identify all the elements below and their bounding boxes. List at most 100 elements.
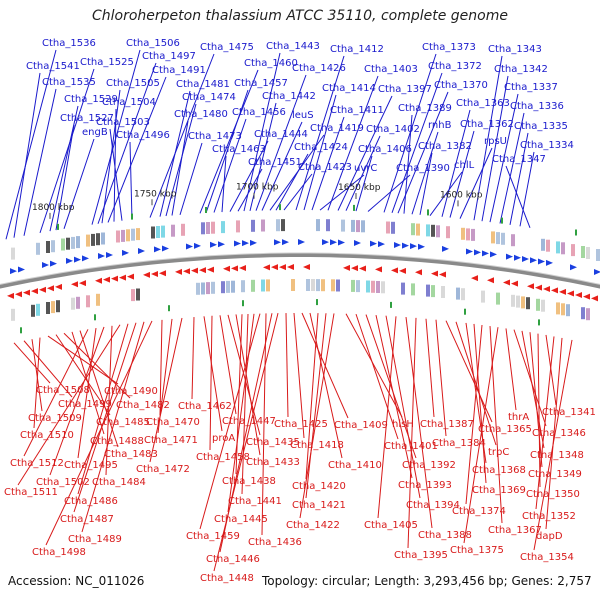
- forward-gene-arrow-2: [42, 262, 49, 269]
- forward-leader-line-23: [229, 140, 269, 212]
- reverse-gene-arrow-25: [263, 264, 270, 271]
- forward-gene-label-ctha-1473: Ctha_1473: [188, 131, 242, 142]
- reverse-cog-block-24: [306, 279, 310, 291]
- reverse-gene-arrow-0: [7, 292, 14, 299]
- reverse-gene-arrow-38: [439, 271, 446, 278]
- forward-gene-label-ctha-1373: Ctha_1373: [422, 42, 476, 53]
- rna-mark-13: [501, 217, 503, 224]
- forward-gene-arrow-31: [410, 243, 417, 250]
- forward-cog-block-11: [101, 232, 105, 245]
- forward-gene-arrow-43: [546, 259, 553, 266]
- forward-gene-label-ctha-1426: Ctha_1426: [292, 63, 346, 74]
- forward-leader-line-13: [129, 141, 133, 220]
- reverse-gene-label-ctha-1502: Ctha_1502: [36, 477, 90, 488]
- reverse-gene-label-ctha-1410: Ctha_1410: [328, 460, 382, 471]
- reverse-gene-arrow-37: [431, 270, 438, 277]
- forward-cog-block-35: [356, 220, 360, 233]
- forward-leader-line-18: [179, 142, 203, 215]
- forward-cog-block-39: [411, 223, 415, 236]
- forward-cog-block-36: [361, 220, 365, 233]
- reverse-leader-line-16: [81, 321, 145, 533]
- reverse-gene-label-ctha-1438: Ctha_1438: [222, 476, 276, 487]
- reverse-gene-arrow-46: [551, 287, 558, 294]
- genome-info-text: Topology: circular; Length: 3,293,456 bp…: [262, 574, 592, 588]
- reverse-gene-label-ctha-1384: Ctha_1384: [432, 438, 486, 449]
- reverse-leader-line-42: [355, 313, 399, 440]
- forward-cog-block-22: [201, 222, 205, 235]
- reverse-leader-line-54: [473, 323, 487, 484]
- reverse-gene-label-ctha-1401: Ctha_1401: [384, 441, 438, 452]
- reverse-gene-label-ctha-1365: Ctha_1365: [478, 424, 532, 435]
- reverse-cog-block-43: [481, 290, 485, 303]
- forward-gene-arrow-37: [490, 251, 497, 258]
- forward-gene-label-ctha-1334: Ctha_1334: [520, 140, 574, 151]
- reverse-gene-label-ctha-1446: Ctha_1446: [206, 554, 260, 565]
- forward-leader-line-34: [311, 116, 345, 211]
- reverse-leader-line-2: [31, 339, 43, 412]
- forward-gene-label-ctha-1535: Ctha_1535: [42, 77, 96, 88]
- forward-leader-line-41: [383, 53, 437, 213]
- forward-leader-line-14: [149, 53, 215, 218]
- reverse-gene-arrow-34: [391, 267, 398, 274]
- reverse-gene-arrow-10: [103, 276, 110, 283]
- forward-leader-line-38: [345, 135, 381, 211]
- accession-text: Accession: NC_011026: [8, 574, 145, 588]
- reverse-cog-block-12: [196, 282, 200, 295]
- forward-gene-arrow-9: [122, 249, 129, 256]
- forward-cog-block-49: [496, 232, 500, 245]
- reverse-gene-arrow-9: [95, 277, 102, 284]
- reverse-gene-label-ctha-1458: Ctha_1458: [196, 452, 250, 463]
- reverse-cog-block-34: [376, 281, 380, 293]
- forward-gene-label-ctha-1457: Ctha_1457: [234, 78, 288, 89]
- forward-gene-arrow-26: [354, 240, 361, 247]
- forward-leader-line-57: [505, 165, 531, 229]
- reverse-leader-line-47: [405, 316, 433, 529]
- reverse-cog-block-19: [241, 280, 245, 293]
- reverse-gene-label-ctha-1354: Ctha_1354: [520, 552, 574, 563]
- reverse-leader-line-13: [17, 324, 121, 486]
- reverse-leader-line-50: [435, 319, 447, 437]
- forward-gene-label-ctha-1506: Ctha_1506: [126, 38, 180, 49]
- forward-leader-line-6: [63, 138, 95, 229]
- scale-tick-label-4: 1600 kbp: [440, 190, 483, 200]
- forward-gene-label-ctha-1456: Ctha_1456: [232, 107, 286, 118]
- forward-gene-arrow-32: [418, 243, 425, 250]
- forward-gene-label-ctha-1403: Ctha_1403: [364, 64, 418, 75]
- reverse-gene-label-ctha-1487: Ctha_1487: [60, 514, 114, 525]
- forward-cog-block-52: [541, 238, 545, 251]
- forward-cog-block-34: [351, 219, 355, 232]
- forward-leader-line-45: [411, 131, 439, 215]
- forward-gene-label-ctha-1370: Ctha_1370: [434, 80, 488, 91]
- reverse-leader-line-62: [537, 333, 541, 488]
- reverse-leader-line-64: [535, 336, 555, 510]
- forward-cog-block-18: [156, 226, 160, 238]
- reverse-gene-arrow-35: [399, 267, 406, 274]
- reverse-cog-block-2: [36, 303, 40, 316]
- reverse-cog-block-41: [456, 287, 460, 300]
- reverse-leader-line-25: [227, 314, 261, 436]
- reverse-gene-arrow-21: [207, 266, 214, 273]
- forward-leader-line-53: [489, 93, 519, 223]
- reverse-cog-block-49: [536, 298, 540, 311]
- reverse-gene-label-ctha-1368: Ctha_1368: [472, 465, 526, 476]
- reverse-gene-arrow-33: [375, 266, 382, 273]
- reverse-gene-label-ctha-1447: Ctha_1447: [222, 416, 276, 427]
- reverse-gene-label-ctha-1422: Ctha_1422: [286, 520, 340, 531]
- forward-leader-line-44: [403, 114, 413, 214]
- reverse-cog-block-14: [206, 282, 210, 295]
- reverse-cog-block-42: [461, 288, 465, 301]
- reverse-gene-label-dapd: dapD: [536, 531, 563, 542]
- forward-gene-arrow-35: [474, 249, 481, 256]
- reverse-gene-label-ctha-1421: Ctha_1421: [292, 500, 346, 511]
- reverse-cog-block-0: [11, 308, 15, 321]
- reverse-gene-arrow-7: [71, 281, 78, 288]
- forward-cog-block-14: [126, 229, 130, 242]
- reverse-cog-block-32: [366, 280, 370, 293]
- reverse-cog-block-17: [226, 280, 230, 293]
- reverse-leader-line-35: [293, 312, 305, 439]
- forward-cog-block-13: [121, 229, 125, 242]
- forward-gene-label-ctha-1335: Ctha_1335: [514, 121, 568, 132]
- forward-gene-label-ctha-1529: Ctha_1529: [64, 94, 118, 105]
- reverse-cog-block-39: [431, 285, 435, 298]
- reverse-gene-label-ctha-1510: Ctha_1510: [20, 430, 74, 441]
